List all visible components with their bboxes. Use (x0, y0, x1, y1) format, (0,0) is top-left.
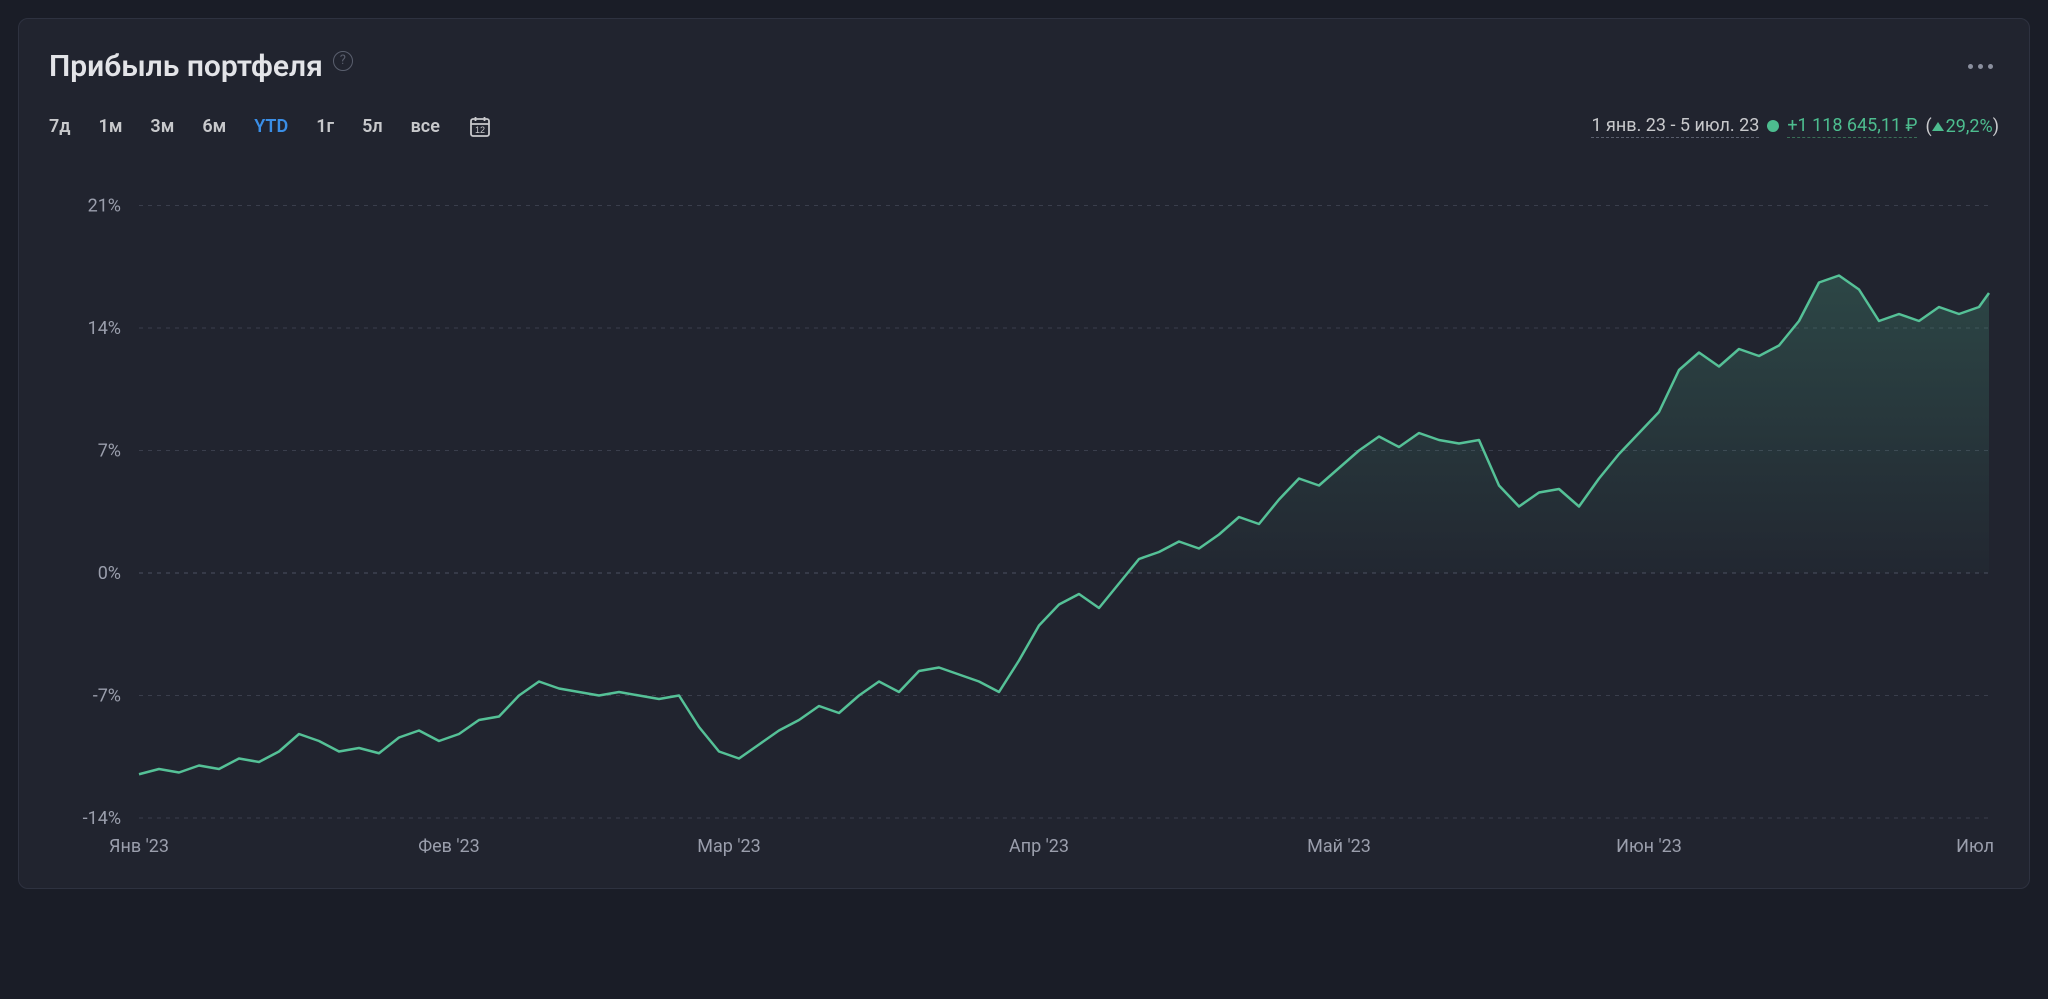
range-selector: 7д 1м 3м 6м YTD 1г 5л все 12 (49, 114, 492, 138)
profit-chart[interactable]: -14% -7% 0% 7% 14% 21% Янв '23 Фев '23 Мар '23 Ап… (49, 168, 1999, 868)
title-wrap: Прибыль портфеля ? (49, 49, 353, 84)
summary: 1 янв. 23 - 5 июл. 23 +1 118 645,11 ₽ (2… (1591, 115, 1999, 138)
summary-pct: 29,2% (1946, 116, 1993, 137)
card-header: Прибыль портфеля ? (49, 49, 1999, 84)
summary-value[interactable]: +1 118 645,11 ₽ (1787, 115, 1917, 138)
y-tick-label: 7% (98, 441, 121, 462)
controls-row: 7д 1м 3м 6м YTD 1г 5л все 12 1 янв. 23 - 5 июл.… (49, 114, 1999, 138)
portfolio-profit-card: Прибыль портфеля ? 7д 1м 3м 6м YTD 1г 5л все 12… (18, 18, 2030, 889)
help-icon[interactable]: ? (333, 51, 353, 71)
y-tick-label: -7% (93, 686, 121, 707)
chart-area: -14% -7% 0% 7% 14% 21% Янв '23 Фев '23 Мар '23 Ап… (49, 168, 1999, 868)
range-btn-7д[interactable]: 7д (49, 116, 71, 137)
more-menu-icon[interactable] (1962, 58, 1999, 75)
y-tick-label: 0% (98, 563, 121, 584)
range-btn-все[interactable]: все (411, 116, 440, 137)
x-tick-label: Май '23 (1307, 836, 1371, 857)
range-btn-ytd[interactable]: YTD (254, 116, 288, 137)
range-btn-5л[interactable]: 5л (362, 116, 383, 137)
series-color-dot (1767, 120, 1779, 132)
range-btn-3м[interactable]: 3м (150, 116, 174, 137)
x-tick-label: Фев '23 (418, 836, 480, 857)
x-tick-label: Мар '23 (697, 836, 760, 857)
paren-close: ) (1993, 116, 1999, 137)
card-title: Прибыль портфеля (49, 49, 323, 84)
y-tick-label: -14% (83, 808, 121, 829)
x-tick-label: Янв '23 (109, 836, 169, 857)
range-btn-1м[interactable]: 1м (99, 116, 123, 137)
summary-pct-wrap: (29,2%) (1925, 116, 1999, 137)
summary-date-range[interactable]: 1 янв. 23 - 5 июл. 23 (1591, 115, 1759, 138)
y-tick-label: 14% (88, 318, 121, 339)
x-tick-label: Апр '23 (1009, 836, 1069, 857)
svg-text:12: 12 (475, 125, 485, 135)
y-tick-label: 21% (88, 196, 121, 217)
x-tick-label: Июл '23 (1956, 836, 1999, 857)
x-tick-label: Июн '23 (1616, 836, 1682, 857)
range-btn-6м[interactable]: 6м (202, 116, 226, 137)
triangle-up-icon (1932, 122, 1944, 131)
calendar-icon[interactable]: 12 (468, 114, 492, 138)
series-area (1128, 276, 1989, 574)
range-btn-1г[interactable]: 1г (316, 116, 334, 137)
